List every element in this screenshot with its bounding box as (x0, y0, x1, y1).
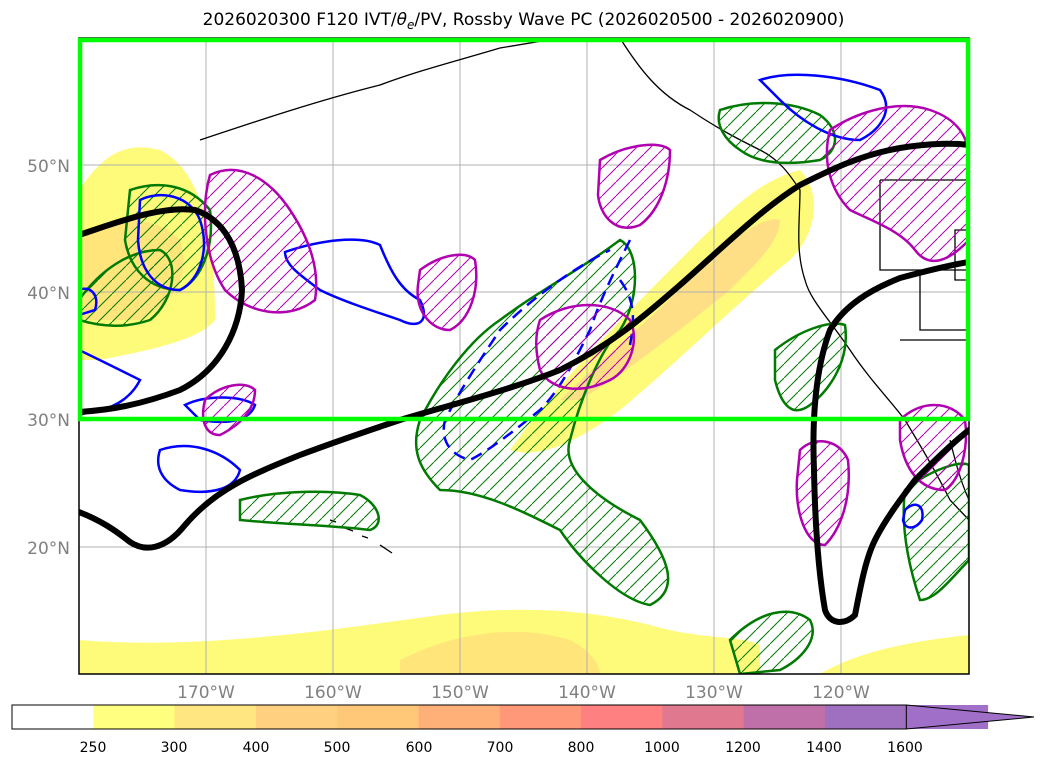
colorbar-label: 600 (406, 740, 433, 756)
colorbar-segment (743, 705, 826, 729)
title-theta: θ (396, 10, 407, 30)
lon-label-170w: 170°W (177, 683, 235, 703)
colorbar-segment (825, 705, 907, 729)
lon-label-130w: 130°W (685, 683, 743, 703)
colorbar-border (11, 704, 907, 730)
colorbar (11, 704, 1035, 730)
colorbar-segment (12, 705, 94, 729)
lat-label-30n: 30°N (27, 411, 70, 431)
colorbar-label: 800 (568, 740, 595, 756)
rossby-wave-contour (79, 140, 969, 625)
lon-label-150w: 150°W (431, 683, 489, 703)
colorbar-label: 400 (243, 740, 270, 756)
lon-label-120w: 120°W (812, 683, 870, 703)
colorbar-segment (255, 705, 338, 729)
colorbar-segment (499, 705, 582, 729)
colorbar-label: 300 (161, 740, 188, 756)
colorbar-label: 1600 (887, 740, 923, 756)
colorbar-label: 1000 (644, 740, 680, 756)
chart-title: 2026020300 F120 IVT/θe/PV, Rossby Wave P… (0, 10, 1047, 32)
colorbar-segment (662, 705, 745, 729)
title-theta-subscript: e (407, 18, 415, 32)
colorbar-segment (174, 705, 257, 729)
colorbar-segment (418, 705, 501, 729)
colorbar-segment (581, 705, 663, 729)
domain-box (77, 37, 971, 422)
longitude-labels: 170°W 160°W 150°W 140°W 130°W 120°W (177, 683, 870, 703)
lat-label-20n: 20°N (27, 539, 70, 559)
colorbar-label: 1200 (725, 740, 761, 756)
lat-label-50n: 50°N (27, 157, 70, 177)
colorbar-label: 700 (487, 740, 514, 756)
lon-label-160w: 160°W (304, 683, 362, 703)
colorbar-segment (337, 705, 419, 729)
title-prefix: 2026020300 F120 IVT/ (202, 10, 397, 30)
colorbar-segment (93, 705, 176, 729)
lon-label-140w: 140°W (558, 683, 616, 703)
colorbar-label: 1400 (806, 740, 842, 756)
colorbar-label: 250 (80, 740, 107, 756)
latitude-labels: 50°N 40°N 30°N 20°N (27, 157, 70, 559)
colorbar-extend-arrow (905, 704, 1035, 730)
colorbar-label: 500 (324, 740, 351, 756)
title-suffix: /PV, Rossby Wave PC (2026020500 - 202602… (414, 10, 845, 30)
colorbar-labels: 250 300 400 500 600 700 800 1000 1200 14… (80, 740, 923, 756)
positive-pv-contours (201, 104, 969, 547)
lat-label-40n: 40°N (27, 284, 70, 304)
